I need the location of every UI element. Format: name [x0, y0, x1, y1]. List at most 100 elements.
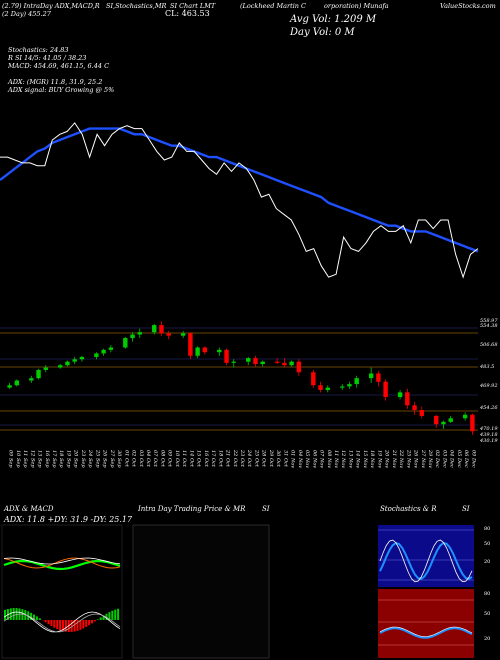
candle-body	[108, 347, 114, 350]
price-axis-label: 558.97	[480, 318, 498, 324]
candle-body	[340, 386, 345, 388]
candle-body	[274, 361, 280, 363]
date-axis-label: 19 Nov	[376, 450, 382, 468]
adx-panel-frame	[1, 524, 123, 659]
candle-body	[462, 414, 468, 419]
date-axis-label: 02 Dec	[434, 450, 440, 468]
candle-body	[101, 349, 106, 354]
date-axis-label: 01 Oct	[123, 450, 129, 468]
adx-signal-readout: ADX signal: BUY Growing @ 5%	[8, 86, 115, 94]
date-axis-label: 11 Oct	[181, 450, 187, 468]
date-axis-label: 20 Nov	[384, 449, 390, 468]
date-axis-label: 18 Oct	[217, 450, 223, 468]
header-mid-label: SI,Stochastics,MR	[106, 2, 167, 10]
rsi-readout: R SI 14/5: 41.05 / 38.23	[8, 54, 87, 62]
rsi-signal-line	[379, 626, 473, 637]
date-axis-label: 25 Nov	[405, 449, 411, 468]
date-axis-label: 03 Oct	[138, 450, 144, 468]
candle-body	[217, 349, 222, 353]
intraday-panel-title: Intra Day Trading Price & MR	[138, 505, 246, 513]
macd-histogram-bar	[105, 613, 108, 620]
company-line1: (Lockheed Martin C	[240, 2, 307, 10]
candle-body	[397, 392, 403, 398]
price-axis-label: 469.92	[479, 383, 498, 389]
date-axis-label: 12 Nov	[340, 450, 346, 468]
candle-body	[448, 418, 453, 422]
date-axis-label: 15 Oct	[196, 450, 202, 468]
candle-body	[123, 338, 128, 348]
candle-body	[79, 356, 85, 360]
candle-body	[419, 410, 424, 416]
minus-di-line	[3, 557, 121, 569]
date-axis-label: 04 Dec	[449, 450, 455, 468]
macd-histogram-bar	[44, 620, 47, 623]
date-axis-label: 21 Nov	[391, 449, 397, 468]
macd-readout: MACD: 454.69, 461.15, 6.44 C	[8, 62, 110, 70]
candle-body	[246, 358, 251, 362]
candle-body	[7, 385, 12, 388]
candle-body	[441, 421, 446, 425]
stoch-tick-label: 80	[484, 526, 490, 532]
date-axis-label: 14 Oct	[188, 450, 194, 468]
candle-body	[347, 384, 352, 387]
macd-histogram-bar	[53, 620, 56, 628]
date-axis-label: 31 Oct	[282, 450, 288, 468]
candle-body	[260, 361, 265, 365]
date-axis-label: 23 Sep	[80, 449, 86, 468]
candle-body	[29, 378, 34, 381]
price-axis-label: 483.5	[479, 364, 494, 370]
macd-histogram-bar	[108, 612, 111, 620]
date-axis-label: 10 Oct	[174, 450, 180, 468]
site-label: ValueStocks.com	[440, 2, 496, 10]
date-axis-label: 19 Sep	[65, 450, 71, 468]
stoch-panel-title: Stochastics & R	[380, 505, 437, 513]
date-axis-label: 16 Sep	[44, 450, 50, 468]
date-axis-label: 22 Nov	[398, 449, 404, 468]
candle-body	[195, 347, 200, 356]
date-axis-label: 08 Nov	[326, 450, 332, 468]
macd-histogram-bar	[85, 620, 88, 627]
date-axis-label: 13 Sep	[37, 450, 43, 468]
candle-body	[289, 361, 294, 366]
macd-histogram-bar	[47, 620, 50, 625]
candle-body	[470, 414, 475, 432]
stoch-tick-label: 50	[484, 541, 490, 547]
candle-body	[202, 347, 208, 353]
macd-histogram-bar	[96, 619, 99, 620]
candle-body	[354, 378, 359, 385]
date-axis-label: 14 Nov	[355, 450, 361, 468]
candle-body	[72, 359, 77, 362]
candle-body	[180, 333, 186, 336]
adx-readout: ADX: (MGR) 11.8, 31.9, 25.2	[8, 78, 103, 86]
header-left-line2: (2 Day) 455.27	[2, 10, 51, 18]
candle-body	[231, 361, 236, 363]
rsi-tick-label: 80	[484, 591, 490, 597]
date-axis-label: 20 Sep	[73, 449, 79, 468]
candle-body	[43, 367, 48, 370]
date-axis-label: 17 Sep	[51, 450, 57, 468]
date-axis-label: 26 Nov	[413, 449, 419, 468]
candle-body	[368, 373, 374, 379]
macd-signal-line	[3, 613, 121, 633]
date-axis-label: 11 Sep	[22, 450, 28, 468]
stoch-panel-suffix: SI	[462, 505, 470, 513]
candle-body	[325, 387, 330, 390]
macd-histogram-bar	[35, 616, 38, 620]
date-axis-label: 02 Oct	[131, 450, 137, 468]
macd-histogram-bar	[50, 620, 53, 627]
macd-histogram-bar	[79, 620, 82, 630]
date-axis-label: 03 Dec	[441, 450, 447, 468]
macd-histogram-bar	[99, 617, 102, 620]
rsi-panel-bg	[378, 589, 474, 658]
macd-histogram-bar	[88, 620, 91, 626]
date-axis-label: 26 Sep	[102, 449, 108, 468]
candle-body	[383, 381, 388, 398]
price-axis-label: 554.38	[480, 323, 498, 329]
price-axis-label: 470.19	[479, 426, 498, 432]
macd-histogram-bar	[56, 620, 59, 630]
adx-panel-values: ADX: 11.8 +DY: 31.9 -DY: 25.17	[4, 515, 133, 524]
candle-body	[405, 392, 410, 406]
price-line	[0, 122, 479, 279]
date-axis-label: 10 Sep	[15, 450, 21, 468]
stoch-tick-label: 20	[484, 559, 490, 565]
